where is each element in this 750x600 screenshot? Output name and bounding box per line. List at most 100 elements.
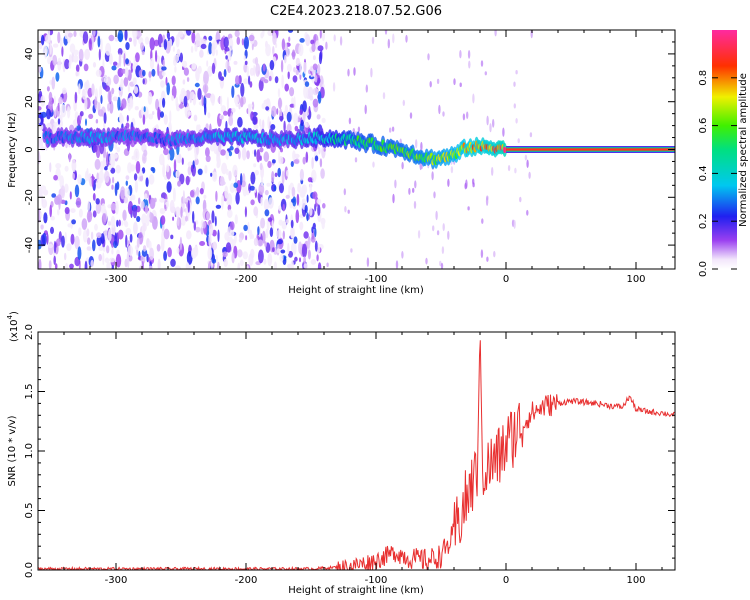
noise-speck xyxy=(69,263,74,269)
noise-speck xyxy=(187,165,192,176)
noise-speck xyxy=(110,215,116,228)
noise-speck xyxy=(120,186,126,200)
noise-speck xyxy=(126,114,129,122)
noise-speck xyxy=(114,37,119,42)
noise-speck xyxy=(99,160,104,172)
noise-speck xyxy=(347,68,350,77)
noise-speck xyxy=(353,67,356,76)
noise-speck xyxy=(303,231,309,239)
noise-speck xyxy=(69,191,72,200)
noise-speck xyxy=(268,197,274,209)
noise-speck xyxy=(194,158,199,166)
noise-speck xyxy=(108,34,115,42)
noise-speck xyxy=(100,38,103,53)
noise-speck xyxy=(149,211,153,220)
noise-speck xyxy=(118,53,122,68)
noise-speck xyxy=(202,221,206,229)
noise-speck xyxy=(308,106,311,115)
noise-speck xyxy=(526,209,529,216)
noise-speck xyxy=(193,221,196,231)
noise-speck xyxy=(48,91,53,103)
noise-speck xyxy=(284,54,287,64)
noise-speck xyxy=(175,34,180,48)
noise-speck xyxy=(392,33,395,44)
noise-speck xyxy=(81,89,87,100)
noise-speck xyxy=(515,118,518,124)
noise-speck xyxy=(141,213,147,226)
noise-speck xyxy=(486,115,489,126)
noise-speck xyxy=(163,250,168,261)
noise-speck xyxy=(235,75,240,86)
noise-speck xyxy=(289,87,295,97)
noise-speck xyxy=(436,230,440,236)
noise-speck xyxy=(413,200,417,209)
noise-speck xyxy=(116,181,120,191)
snr-plot-area xyxy=(38,340,675,570)
noise-speck xyxy=(197,168,203,175)
noise-speck xyxy=(261,103,266,110)
noise-speck xyxy=(240,82,245,97)
colorbar-ramp xyxy=(712,30,737,269)
noise-speck xyxy=(142,114,146,125)
noise-speck xyxy=(224,185,229,199)
noise-speck xyxy=(140,200,145,210)
spectrogram-x-tick-label: -200 xyxy=(235,274,258,285)
noise-speck xyxy=(489,123,492,133)
noise-speck xyxy=(180,206,183,219)
noise-speck xyxy=(314,227,317,238)
noise-speck xyxy=(234,214,238,225)
noise-speck xyxy=(140,42,144,51)
noise-speck xyxy=(273,185,277,192)
noise-speck xyxy=(264,241,267,248)
noise-speck xyxy=(38,138,44,150)
noise-speck xyxy=(117,48,123,56)
noise-speck xyxy=(195,32,201,47)
noise-speck xyxy=(199,49,204,58)
noise-speck xyxy=(94,96,98,110)
noise-speck xyxy=(103,76,109,84)
noise-speck xyxy=(113,61,118,66)
noise-speck xyxy=(217,156,221,168)
noise-speck xyxy=(515,70,518,75)
noise-speck xyxy=(453,78,456,86)
noise-speck xyxy=(258,249,264,264)
noise-speck xyxy=(186,230,192,240)
colorbar-tick-label: 0.4 xyxy=(698,165,709,181)
noise-speck xyxy=(181,157,184,165)
noise-speck xyxy=(155,50,158,63)
noise-speck xyxy=(160,80,165,88)
noise-speck xyxy=(318,146,321,155)
noise-speck xyxy=(229,221,235,231)
noise-speck xyxy=(517,138,520,144)
noise-speck xyxy=(299,168,304,181)
noise-speck xyxy=(111,249,114,255)
noise-speck xyxy=(67,32,73,38)
noise-speck xyxy=(494,30,497,37)
noise-speck xyxy=(73,30,77,37)
noise-speck xyxy=(293,236,298,244)
noise-speck xyxy=(293,159,300,164)
noise-speck xyxy=(48,260,52,269)
noise-speck xyxy=(125,175,130,181)
noise-speck xyxy=(144,36,150,45)
noise-speck xyxy=(237,249,243,258)
noise-speck xyxy=(53,95,56,107)
noise-speck xyxy=(133,148,140,162)
noise-speck xyxy=(191,31,196,44)
noise-speck xyxy=(480,60,484,67)
noise-speck xyxy=(141,51,145,56)
noise-speck xyxy=(392,193,395,204)
noise-speck xyxy=(97,109,104,117)
noise-speck xyxy=(291,49,296,60)
noise-speck xyxy=(192,94,197,106)
noise-speck xyxy=(303,263,308,269)
noise-speck xyxy=(350,248,353,253)
noise-speck xyxy=(285,48,290,57)
noise-speck xyxy=(303,85,309,99)
noise-speck xyxy=(185,215,188,222)
noise-speck xyxy=(58,96,63,105)
noise-speck xyxy=(211,42,216,57)
noise-speck xyxy=(244,60,248,66)
noise-speck xyxy=(249,67,255,76)
noise-speck xyxy=(130,164,136,172)
